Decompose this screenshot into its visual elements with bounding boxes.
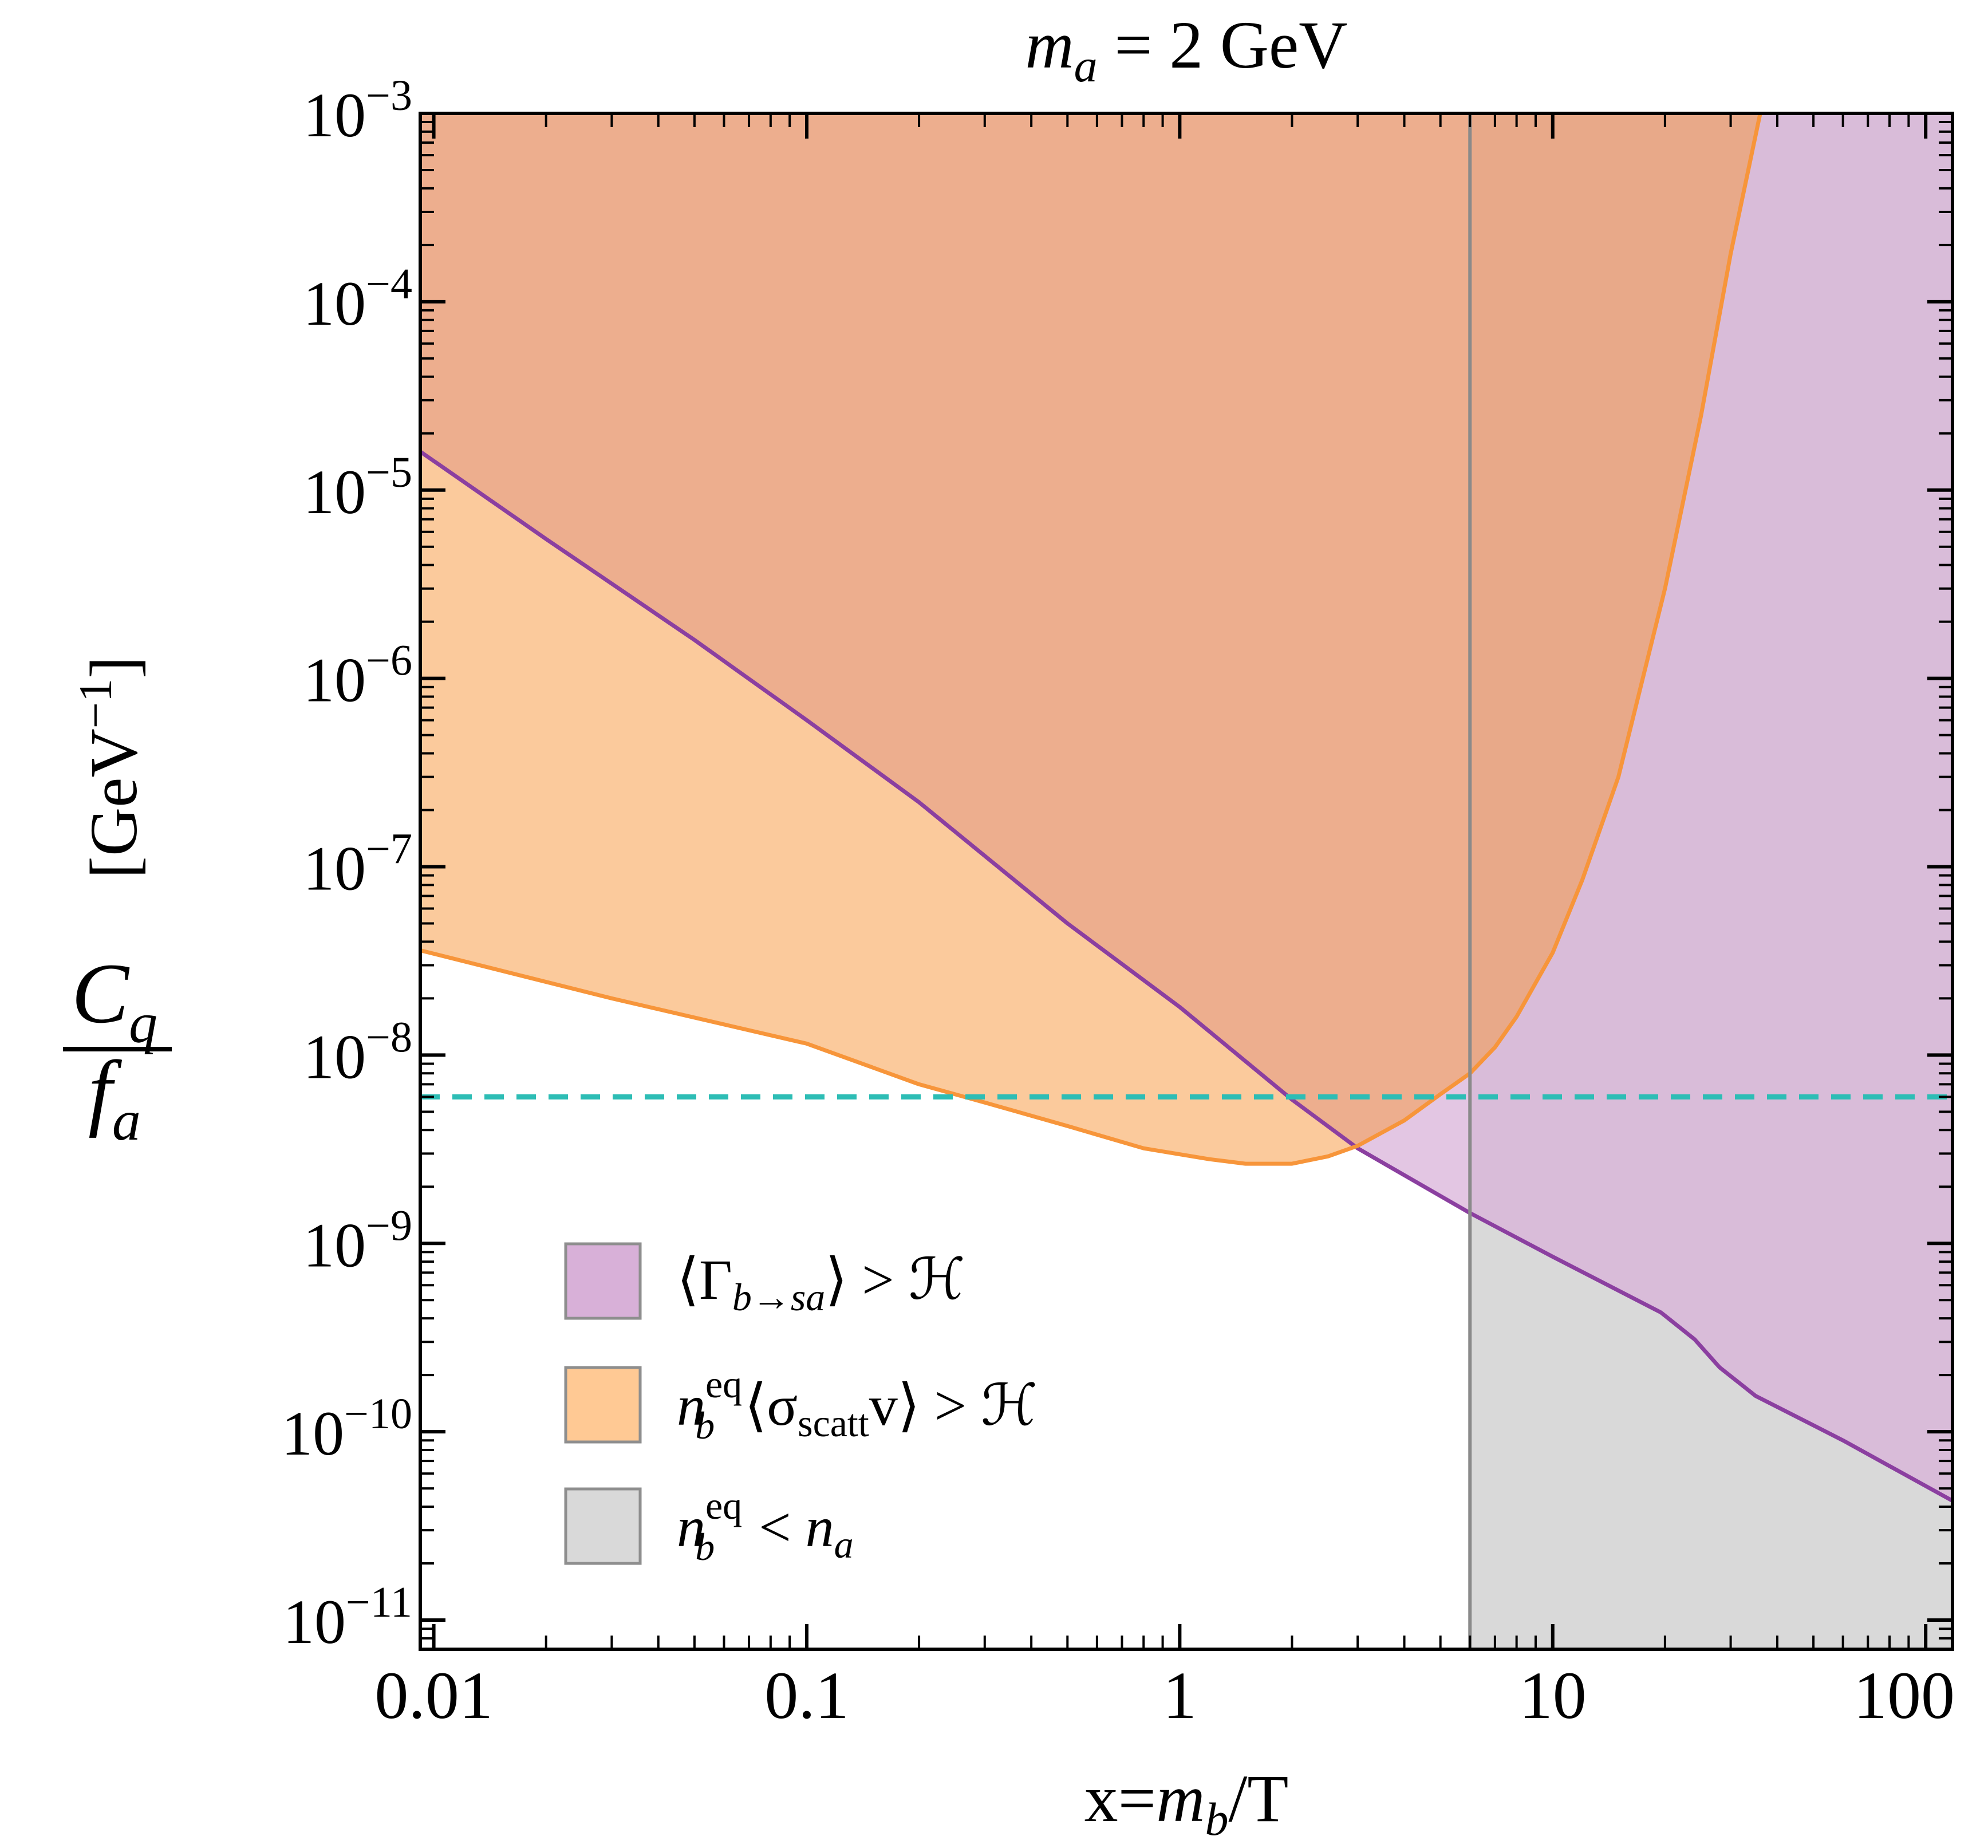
legend-gray-sup: eq bbox=[705, 1484, 742, 1527]
y-tick-label-exp: −6 bbox=[366, 637, 412, 685]
chart-title-rest: = 2 GeV bbox=[1098, 7, 1348, 82]
y-tick-label-base: 10 bbox=[303, 80, 366, 150]
y-tick-label: 10−3 bbox=[303, 72, 412, 150]
y-tick-label-base: 10 bbox=[303, 457, 366, 527]
chart-title: ma = 2 GeV bbox=[1025, 7, 1347, 92]
x-tick-label: 10 bbox=[1519, 1658, 1587, 1733]
x-axis-label-post: /T bbox=[1228, 1761, 1288, 1836]
legend-gray-n: n bbox=[677, 1495, 705, 1559]
x-tick-label: 1 bbox=[1163, 1658, 1197, 1733]
chart-title-sub: a bbox=[1074, 40, 1098, 92]
legend-swatch-scatt bbox=[564, 1366, 642, 1444]
y-tick-label: 10−7 bbox=[303, 825, 412, 904]
legend-scatt-post1: ⟨σ bbox=[744, 1374, 798, 1437]
y-label-unit-close: ] bbox=[76, 656, 151, 679]
y-label-num-var: C bbox=[72, 946, 130, 1041]
legend-scatt-sup: eq bbox=[705, 1362, 742, 1406]
y-axis-label-denominator: fa bbox=[88, 1043, 141, 1152]
y-tick-label-base: 10 bbox=[303, 269, 366, 338]
y-axis-label: Cq fa [GeV−1] bbox=[63, 656, 172, 1152]
decay-boundary-line bbox=[420, 450, 1953, 1503]
scatt-region bbox=[420, 113, 1761, 1164]
legend-label-scatt: neq b ⟨σscattv⟩ > ℋ bbox=[677, 1362, 1038, 1447]
y-tick-label: 10−9 bbox=[303, 1201, 412, 1280]
y-tick-label: 10−4 bbox=[303, 260, 412, 338]
legend-gray-var: n bbox=[806, 1495, 834, 1559]
y-tick-label-exp: −11 bbox=[346, 1578, 412, 1626]
y-tick-label-exp: −10 bbox=[344, 1390, 412, 1438]
y-tick-label-base: 10 bbox=[303, 1210, 366, 1280]
x-tick-label: 100 bbox=[1853, 1658, 1955, 1733]
legend-decay-pre: ⟨Γ bbox=[677, 1248, 732, 1311]
tick-labels: 0.01 0.1 1 10 10010−310−410−510−610−710−810−… bbox=[281, 72, 1955, 1733]
y-label-unit-exp: −1 bbox=[69, 679, 121, 728]
y-axis-label-numerator: Cq bbox=[72, 946, 157, 1055]
legend-scatt-n: n bbox=[677, 1374, 705, 1437]
y-axis-label-unit: [GeV−1] bbox=[69, 656, 151, 879]
y-label-unit: [GeV bbox=[76, 728, 151, 878]
legend-gray-sub: b bbox=[695, 1525, 715, 1569]
legend-decay-post: ⟩ > ℋ bbox=[825, 1248, 965, 1311]
y-tick-label-base: 10 bbox=[283, 1587, 346, 1657]
legend-label-decay: ⟨Γb→sa⟩ > ℋ bbox=[677, 1248, 965, 1319]
axis-ticks bbox=[420, 112, 1953, 1650]
y-tick-label-exp: −5 bbox=[366, 448, 412, 497]
y-tick-label-exp: −7 bbox=[366, 825, 412, 873]
plot-frame bbox=[419, 112, 1954, 1651]
legend-decay-sub: b→sa bbox=[732, 1275, 825, 1319]
legend-scatt-post2: v⟩ > ℋ bbox=[869, 1374, 1038, 1437]
y-tick-label-exp: −3 bbox=[366, 72, 412, 120]
y-label-num-sub: q bbox=[129, 991, 157, 1055]
y-tick-label: 10−8 bbox=[303, 1013, 412, 1092]
y-label-den-sub: a bbox=[112, 1089, 141, 1152]
x-axis-label-sub: b bbox=[1205, 1793, 1228, 1845]
legend-swatch-gray bbox=[564, 1487, 642, 1565]
plot-regions bbox=[420, 113, 1953, 1649]
y-tick-label-base: 10 bbox=[303, 834, 366, 904]
plot-curves bbox=[420, 113, 1953, 1649]
y-tick-label: 10−10 bbox=[281, 1390, 412, 1468]
x-axis-label-var: m bbox=[1156, 1761, 1205, 1836]
legend-scatt-sub: b bbox=[695, 1404, 715, 1447]
y-tick-label-base: 10 bbox=[303, 645, 366, 715]
y-tick-label-base: 10 bbox=[281, 1398, 344, 1468]
legend-label-gray: neq b < na bbox=[677, 1484, 854, 1569]
legend-gray-sub2: a bbox=[834, 1523, 854, 1566]
scatt-boundary-line bbox=[420, 113, 1762, 1166]
y-tick-label: 10−6 bbox=[303, 637, 412, 715]
y-tick-label-exp: −9 bbox=[366, 1201, 412, 1250]
x-tick-label: 0.1 bbox=[764, 1658, 849, 1733]
legend: ⟨Γb→sa⟩ > ℋ neq b ⟨σscattv⟩ > ℋ neq b < na bbox=[564, 1242, 1038, 1569]
legend-swatch-decay bbox=[564, 1242, 642, 1320]
x-tick-label: 0.01 bbox=[374, 1658, 493, 1733]
chart-title-var: m bbox=[1025, 7, 1074, 82]
x-axis-label-pre: x= bbox=[1084, 1761, 1157, 1836]
y-tick-label-base: 10 bbox=[303, 1022, 366, 1092]
y-tick-label: 10−11 bbox=[283, 1578, 412, 1657]
y-tick-label-exp: −4 bbox=[366, 260, 412, 308]
y-tick-label: 10−5 bbox=[303, 448, 412, 527]
legend-scatt-sub2: scatt bbox=[798, 1401, 869, 1445]
x-axis-label: x=mb/T bbox=[1084, 1761, 1289, 1845]
y-tick-label-exp: −8 bbox=[366, 1013, 412, 1061]
legend-gray-post1: < bbox=[744, 1495, 805, 1559]
